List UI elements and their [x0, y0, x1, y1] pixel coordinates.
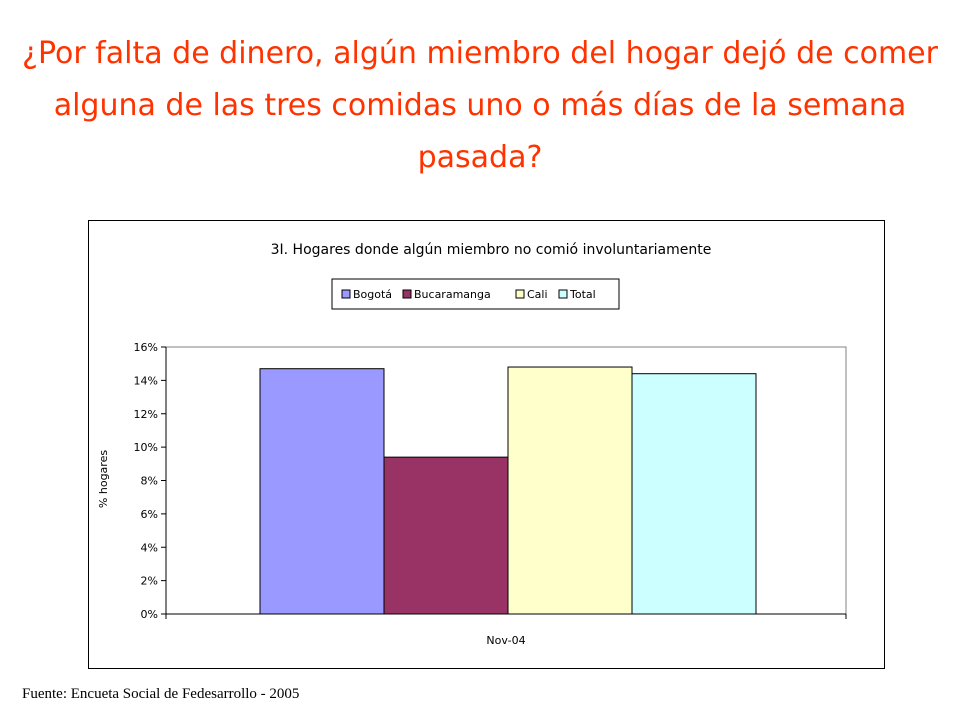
bar-cali: [507, 366, 633, 615]
chart-title: 3I. Hogares donde algún miembro no comió…: [271, 242, 712, 258]
y-tick-label: 8%: [141, 475, 158, 488]
legend-swatch: [558, 289, 568, 299]
legend-label: Bogotá: [353, 288, 392, 301]
legend-box: [331, 278, 620, 310]
legend-label: Total: [569, 288, 596, 301]
x-tick-label: Nov-04: [486, 634, 525, 647]
slide-title: ¿Por falta de dinero, algún miembro del …: [22, 36, 938, 175]
bar-bucaramanga: [383, 456, 509, 615]
y-tick-label: 0%: [141, 608, 158, 621]
y-tick-label: 2%: [141, 575, 158, 588]
legend-label: Cali: [527, 288, 548, 301]
y-tick-label: 14%: [134, 374, 158, 387]
bar-bogota: [259, 368, 385, 615]
y-tick-label: 10%: [134, 441, 158, 454]
legend-label: Bucaramanga: [414, 288, 491, 301]
bar-total: [631, 373, 757, 615]
source-note: Fuente: Encueta Social de Fedesarrollo -…: [22, 686, 300, 702]
bar-chart: 3I. Hogares donde algún miembro no comió…: [97, 242, 847, 647]
legend-swatch: [341, 289, 351, 299]
y-axis-label: % hogares: [97, 450, 110, 508]
chart-frame: 3I. Hogares donde algún miembro no comió…: [88, 220, 885, 669]
chart-legend: Bogotá Bucaramanga Cali Total: [331, 278, 620, 310]
y-tick-label: 6%: [141, 508, 158, 521]
y-tick-label: 12%: [134, 408, 158, 421]
plot-area: 0% 2% 4% 6% 8% 10% 12% 14% 16% Nov-04: [134, 341, 847, 647]
y-tick-label: 16%: [134, 341, 158, 354]
legend-swatch: [515, 289, 525, 299]
y-tick-label: 4%: [141, 541, 158, 554]
legend-swatch: [402, 289, 412, 299]
